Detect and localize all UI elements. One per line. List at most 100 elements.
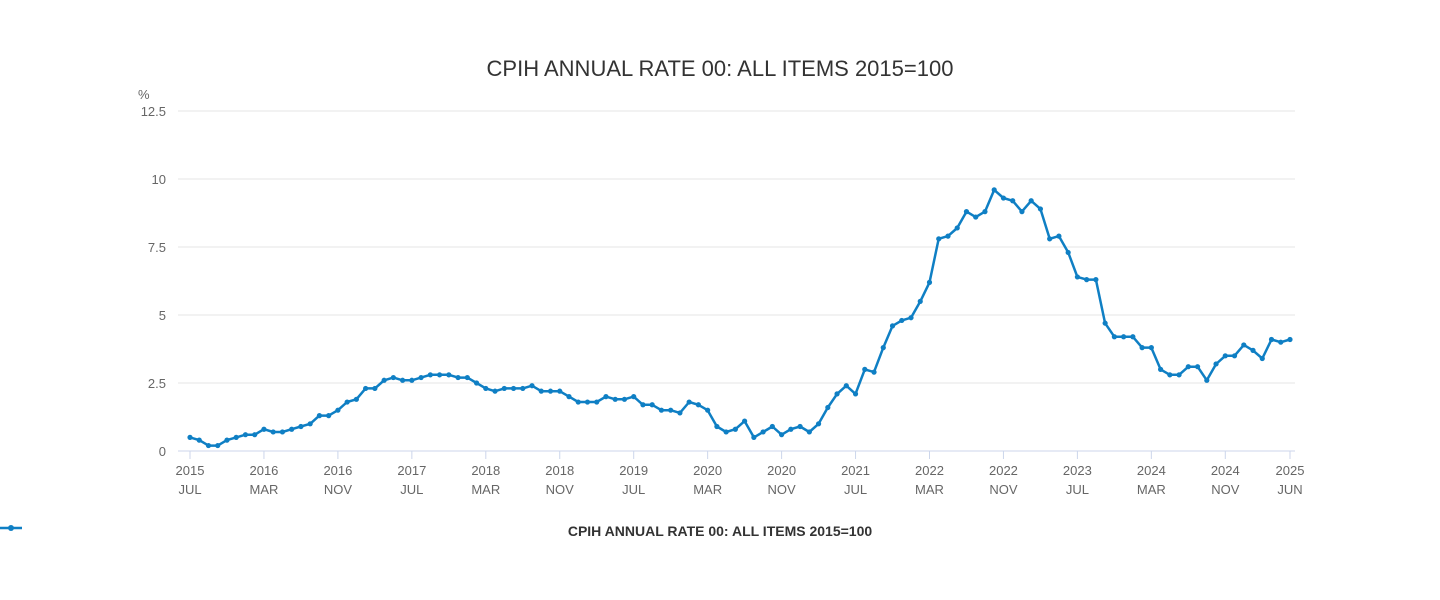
data-point xyxy=(418,374,424,381)
data-point xyxy=(852,391,859,397)
data-point xyxy=(187,434,193,440)
data-point xyxy=(1167,372,1173,378)
data-point xyxy=(1241,342,1247,348)
data-point xyxy=(668,407,674,413)
data-point xyxy=(1231,353,1238,359)
data-point xyxy=(557,388,563,394)
data-point xyxy=(991,187,997,193)
data-point xyxy=(954,225,960,231)
data-point xyxy=(862,366,868,372)
data-point xyxy=(520,385,526,392)
x-tick-label-year: 2023 xyxy=(1063,463,1092,478)
x-tick-label-month: JUL xyxy=(622,482,645,497)
x-tick-label-month: JUL xyxy=(1066,482,1089,497)
data-point xyxy=(603,394,609,400)
data-point xyxy=(566,394,572,400)
data-point xyxy=(788,426,794,432)
data-point xyxy=(353,396,359,402)
data-point xyxy=(714,423,720,430)
data-point xyxy=(483,385,489,392)
data-point xyxy=(945,233,951,239)
data-point xyxy=(1056,233,1062,239)
data-point xyxy=(1139,345,1145,351)
data-point xyxy=(686,399,692,405)
data-point xyxy=(390,374,396,381)
data-point xyxy=(289,426,295,432)
data-point xyxy=(261,426,267,432)
x-tick-label-year: 2022 xyxy=(915,463,944,478)
x-tick-label-month: NOV xyxy=(546,482,575,497)
data-point xyxy=(769,423,775,430)
data-point xyxy=(834,391,840,397)
data-point xyxy=(298,423,304,430)
data-point xyxy=(270,429,276,435)
x-tick-label-month: NOV xyxy=(989,482,1018,497)
x-tick-label-year: 2022 xyxy=(989,463,1018,478)
data-point xyxy=(584,399,591,405)
data-point xyxy=(1000,195,1007,201)
data-point xyxy=(908,315,914,321)
x-tick-label-year: 2015 xyxy=(176,463,205,478)
data-point xyxy=(871,369,877,375)
data-point xyxy=(335,407,341,413)
data-point xyxy=(316,413,323,419)
x-tick-label-month: NOV xyxy=(1211,482,1240,497)
legend[interactable]: CPIH ANNUAL RATE 00: ALL ITEMS 2015=100 xyxy=(0,523,1440,539)
data-point xyxy=(732,426,738,432)
data-point xyxy=(473,380,480,386)
x-tick-label-month: NOV xyxy=(768,482,797,497)
data-point xyxy=(963,209,970,215)
data-point xyxy=(936,236,942,242)
data-point xyxy=(575,399,581,405)
x-tick-label-year: 2024 xyxy=(1211,463,1240,478)
series-line xyxy=(188,188,1292,447)
data-point xyxy=(723,429,729,435)
y-tick-label: 2.5 xyxy=(148,376,166,391)
data-point xyxy=(1157,366,1164,372)
data-point xyxy=(529,383,535,389)
data-point xyxy=(501,385,507,392)
data-point xyxy=(1111,334,1117,340)
data-point xyxy=(492,388,498,394)
data-point xyxy=(1148,345,1154,351)
data-point xyxy=(252,432,258,438)
data-point xyxy=(760,429,766,435)
data-point xyxy=(677,410,683,416)
x-tick-label-month: JUL xyxy=(400,482,423,497)
data-point xyxy=(215,442,221,449)
x-tick-label-year: 2025 xyxy=(1276,463,1305,478)
x-tick-label-year: 2018 xyxy=(471,463,500,478)
data-point xyxy=(797,423,803,430)
x-tick-label-year: 2020 xyxy=(767,463,796,478)
data-point xyxy=(464,374,470,381)
data-point xyxy=(427,372,433,378)
data-point xyxy=(326,413,332,419)
data-point xyxy=(242,432,249,438)
data-point xyxy=(1278,339,1284,345)
data-point xyxy=(1259,355,1265,362)
data-point xyxy=(742,418,748,424)
x-tick-label-year: 2021 xyxy=(841,463,870,478)
x-tick-label-month: MAR xyxy=(471,482,500,497)
data-point xyxy=(825,404,831,411)
legend-item[interactable]: CPIH ANNUAL RATE 00: ALL ITEMS 2015=100 xyxy=(0,523,873,539)
x-tick-label-month: MAR xyxy=(915,482,944,497)
legend-label: CPIH ANNUAL RATE 00: ALL ITEMS 2015=100 xyxy=(567,523,873,539)
data-point xyxy=(640,402,646,408)
y-tick-label: 12.5 xyxy=(141,104,166,119)
data-point xyxy=(1204,377,1210,383)
data-point xyxy=(1037,206,1044,212)
data-point xyxy=(224,437,230,443)
x-tick-label-month: NOV xyxy=(324,482,353,497)
data-point xyxy=(1185,364,1191,370)
data-point xyxy=(1065,249,1071,256)
data-point xyxy=(205,442,212,449)
data-point xyxy=(815,421,822,427)
data-point xyxy=(1194,364,1201,370)
data-point xyxy=(631,394,637,400)
y-tick-label: 5 xyxy=(159,308,166,323)
data-point xyxy=(843,383,849,389)
x-tick-label-year: 2017 xyxy=(397,463,426,478)
data-point xyxy=(695,402,702,408)
data-point xyxy=(982,209,988,215)
